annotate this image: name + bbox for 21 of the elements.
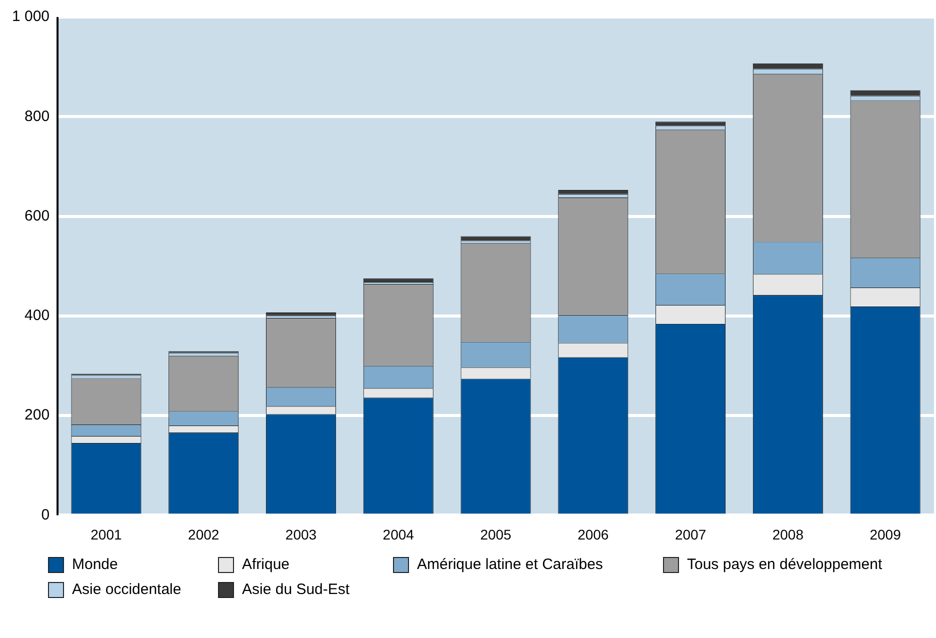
x-tick-label: 2009 — [870, 526, 902, 542]
y-tick-label: 1 000 — [12, 8, 50, 26]
y-tick-label: 400 — [24, 307, 50, 324]
x-tick-label: 2001 — [90, 526, 122, 542]
y-tick-label: 200 — [24, 406, 50, 424]
legend-label: Tous pays en développement — [687, 556, 882, 573]
y-tick-label: 0 — [41, 506, 50, 524]
legend-label: Monde — [72, 556, 118, 573]
legend-label: Asie occidentale — [72, 581, 182, 598]
legend-label: Afrique — [242, 556, 290, 573]
x-tick-label: 2007 — [674, 526, 706, 542]
x-tick-label: 2003 — [285, 526, 317, 542]
legend-label: Amérique latine et Caraïbes — [417, 556, 603, 573]
x-tick-label: 2005 — [480, 526, 512, 542]
legend-label: Asie du Sud-Est — [242, 581, 350, 598]
x-tick-label: 2002 — [188, 526, 220, 542]
y-tick-label: 800 — [24, 108, 50, 125]
x-tick-label: 2006 — [578, 526, 609, 542]
x-tick-label: 2004 — [382, 526, 414, 542]
y-tick-label: 600 — [24, 207, 50, 224]
x-tick-label: 2008 — [772, 526, 804, 542]
